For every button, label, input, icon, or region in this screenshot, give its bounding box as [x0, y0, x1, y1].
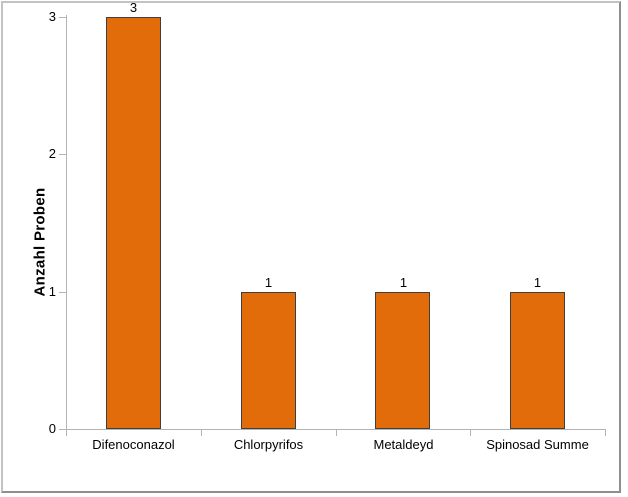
x-tick-label: Difenoconazol	[92, 437, 175, 452]
bar-value-label: 1	[399, 275, 408, 290]
x-tick-label: Spinosad Summe	[486, 437, 589, 452]
y-tick-mark	[59, 154, 66, 155]
y-tick-label: 3	[48, 9, 56, 24]
y-tick-label: 0	[48, 421, 56, 436]
y-axis-line	[66, 15, 67, 430]
y-tick-mark	[59, 292, 66, 293]
x-tick-mark	[201, 430, 202, 436]
bar-value-label: 1	[264, 275, 273, 290]
x-tick-mark	[66, 430, 67, 436]
bar-value-label: 3	[129, 0, 138, 15]
y-tick-label: 1	[48, 284, 56, 299]
x-tick-mark	[605, 430, 606, 436]
bar	[241, 292, 296, 429]
x-tick-mark	[470, 430, 471, 436]
x-tick-mark	[336, 430, 337, 436]
x-tick-label: Metaldeyd	[373, 437, 434, 452]
bar-value-label: 1	[533, 275, 542, 290]
x-tick-label: Chlorpyrifos	[233, 437, 304, 452]
y-tick-mark	[59, 429, 66, 430]
x-axis-line	[66, 429, 606, 430]
y-axis-title: Anzahl Proben	[31, 187, 49, 297]
bar	[106, 17, 161, 429]
y-tick-label: 2	[48, 146, 56, 161]
bar	[375, 292, 430, 429]
bar	[510, 292, 565, 429]
y-tick-mark	[59, 17, 66, 18]
